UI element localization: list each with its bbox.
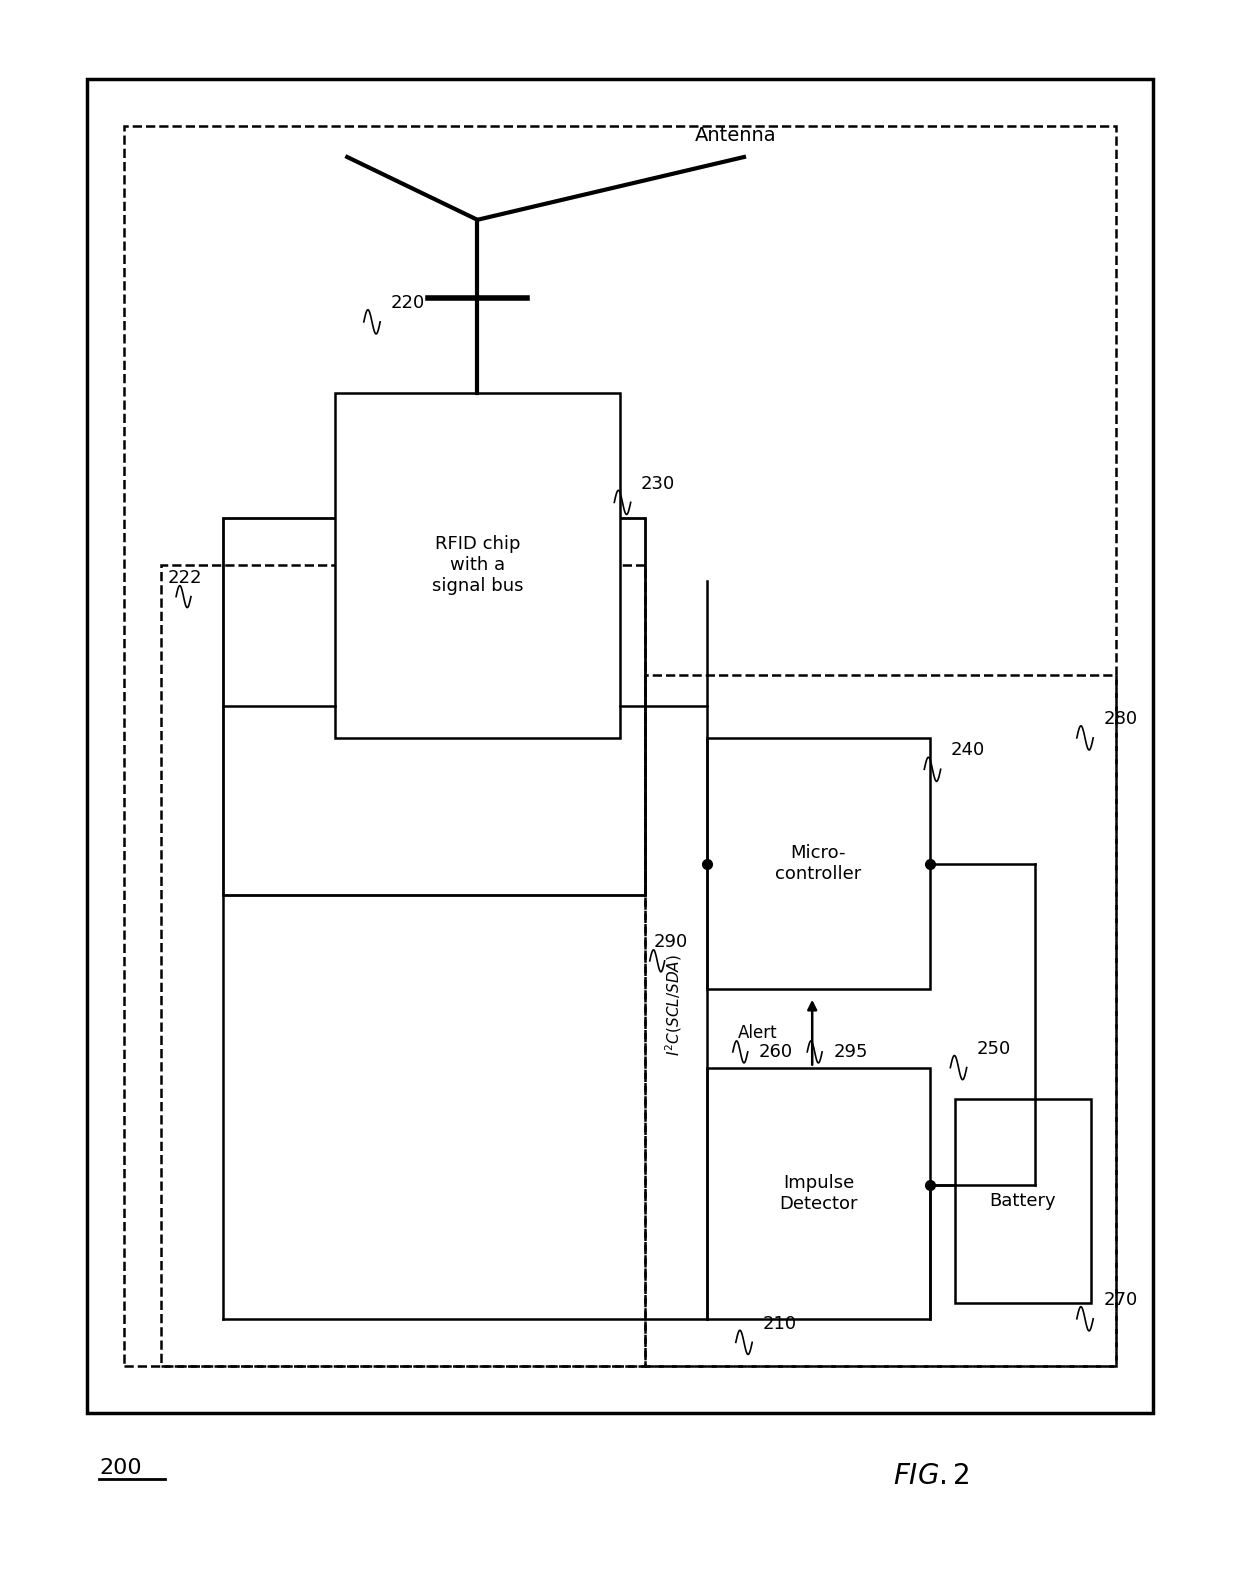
Bar [161, 565, 645, 1366]
Text: 270: 270 [1104, 1291, 1138, 1309]
Text: 200: 200 [99, 1459, 141, 1477]
Text: 220: 220 [391, 294, 425, 312]
Bar [223, 518, 645, 895]
Text: 210: 210 [763, 1314, 797, 1333]
Text: 230: 230 [641, 474, 676, 493]
Bar [707, 738, 930, 989]
Text: 240: 240 [951, 741, 986, 760]
Text: 295: 295 [833, 1042, 868, 1061]
Text: 250: 250 [977, 1039, 1012, 1058]
Bar [955, 1099, 1091, 1303]
Bar [707, 1068, 930, 1319]
Text: Micro-
controller: Micro- controller [775, 845, 862, 882]
Bar [124, 126, 1116, 1366]
Text: $I^{2}C(SCL/SDA)$: $I^{2}C(SCL/SDA)$ [663, 955, 683, 1055]
Bar [87, 78, 1153, 1413]
Text: RFID chip
with a
signal bus: RFID chip with a signal bus [432, 535, 523, 595]
Text: Battery: Battery [990, 1192, 1056, 1210]
Text: 260: 260 [759, 1042, 794, 1061]
Text: Impulse
Detector: Impulse Detector [779, 1174, 858, 1212]
Text: $\mathit{FIG. 2}$: $\mathit{FIG. 2}$ [893, 1462, 970, 1490]
Text: 222: 222 [167, 568, 202, 587]
Bar [645, 675, 1116, 1366]
Text: Antenna: Antenna [694, 126, 776, 144]
Bar [335, 392, 620, 738]
Text: 290: 290 [653, 933, 688, 951]
Text: Alert: Alert [738, 1024, 777, 1042]
Text: 280: 280 [1104, 710, 1138, 728]
